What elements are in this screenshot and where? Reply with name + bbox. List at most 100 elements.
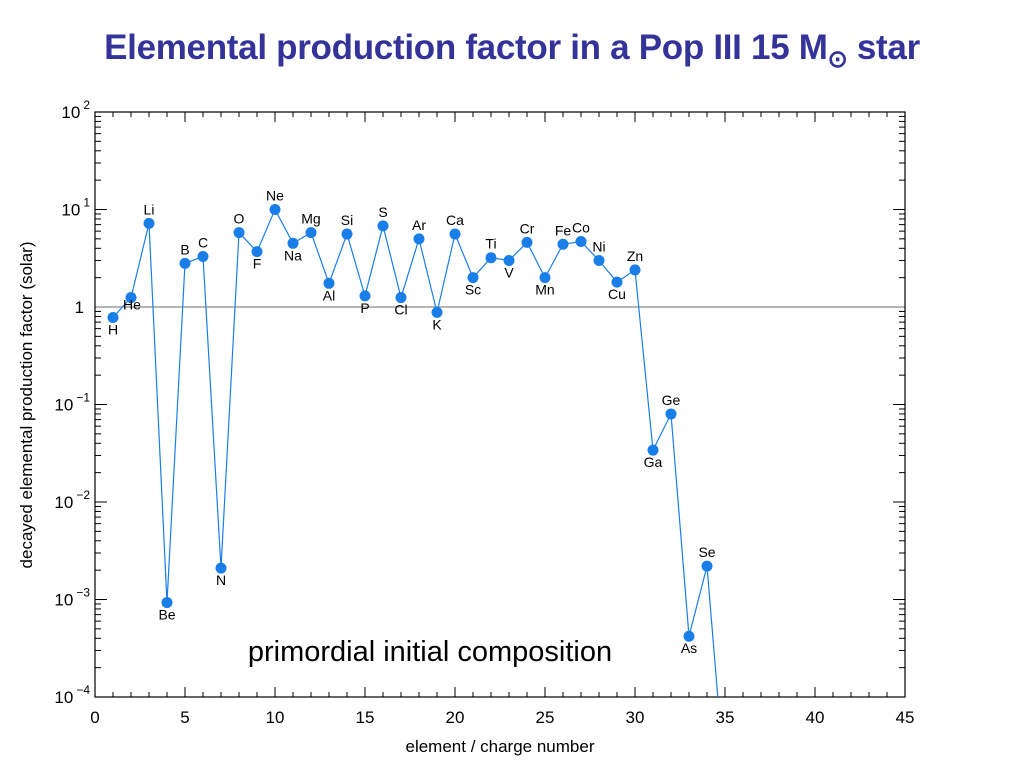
- x-tick-label: 10: [266, 708, 285, 727]
- point-label-cu: Cu: [608, 286, 626, 302]
- point-label-na: Na: [284, 247, 302, 263]
- y-tick-labels: 10 −4 10 −3 10 −2 10 −1 1 10 1 10 2: [54, 98, 90, 707]
- point-label-co: Co: [572, 219, 590, 235]
- x-tick-label: 25: [536, 708, 555, 727]
- point-label-zn: Zn: [627, 248, 643, 264]
- series-line: [112, 208, 719, 698]
- data-point-cr: [521, 236, 533, 248]
- data-point-h: [107, 312, 119, 324]
- data-point-cl: [395, 292, 407, 304]
- data-point-mn: [539, 272, 551, 284]
- point-label-n: N: [216, 572, 226, 588]
- point-label-h: H: [108, 322, 118, 338]
- data-point-f: [251, 246, 263, 258]
- point-label-ge: Ge: [662, 392, 681, 408]
- data-point-s: [377, 220, 389, 232]
- title-sun-symbol: ⊙: [827, 46, 848, 73]
- point-label-he: He: [123, 297, 141, 313]
- point-label-p: P: [360, 300, 369, 316]
- data-point-co: [575, 235, 587, 247]
- point-label-ar: Ar: [412, 217, 426, 233]
- x-axis-label: element / charge number: [406, 737, 595, 756]
- data-point-ti: [485, 252, 497, 264]
- point-label-o: O: [234, 211, 245, 227]
- data-point-n: [215, 562, 227, 574]
- title-main: Elemental production factor in a Pop III…: [104, 28, 828, 67]
- data-point-mg: [305, 227, 317, 239]
- data-point-ni: [593, 254, 605, 266]
- data-point-ge: [665, 408, 677, 420]
- point-label-k: K: [432, 316, 442, 332]
- point-label-cl: Cl: [394, 302, 407, 318]
- data-point-zn: [629, 264, 641, 276]
- data-point-ar: [413, 233, 425, 245]
- data-point-p: [359, 290, 371, 302]
- slide-title: Elemental production factor in a Pop III…: [0, 28, 1024, 73]
- point-label-mg: Mg: [301, 211, 320, 227]
- point-label-cr: Cr: [520, 220, 535, 236]
- title-suffix: star: [847, 28, 920, 67]
- data-point-fe: [557, 238, 569, 250]
- y-tick-label: 10 −1: [54, 391, 90, 415]
- point-label-ga: Ga: [644, 454, 663, 470]
- data-point-c: [197, 250, 209, 262]
- data-point-be: [161, 597, 173, 609]
- point-label-se: Se: [698, 544, 715, 560]
- data-points: [107, 204, 713, 642]
- point-label-as: As: [681, 640, 697, 656]
- point-label-li: Li: [144, 201, 155, 217]
- point-label-ni: Ni: [592, 238, 605, 254]
- x-tick-labels: 0 5 10 15 20 25 30 35 40 45: [90, 708, 914, 727]
- point-label-b: B: [180, 241, 189, 257]
- x-tick-label: 20: [446, 708, 465, 727]
- point-label-be: Be: [158, 607, 175, 623]
- y-tick-label: 10 1: [61, 196, 90, 220]
- annotation-primordial: primordial initial composition: [248, 636, 612, 668]
- point-label-ca: Ca: [446, 212, 464, 228]
- data-point-he: [125, 292, 137, 304]
- x-tick-label: 15: [356, 708, 375, 727]
- point-label-ne: Ne: [266, 188, 284, 204]
- x-tick-label: 0: [90, 708, 99, 727]
- data-point-na: [287, 237, 299, 249]
- x-tick-label: 5: [180, 708, 189, 727]
- y-tick-label: 1: [75, 298, 84, 317]
- point-label-sc: Sc: [465, 282, 481, 298]
- x-tick-label: 35: [716, 708, 735, 727]
- point-label-fe: Fe: [555, 222, 572, 238]
- point-label-f: F: [253, 256, 262, 272]
- data-point-cu: [611, 276, 623, 288]
- data-point-al: [323, 277, 335, 289]
- point-label-c: C: [198, 234, 208, 250]
- data-point-v: [503, 254, 515, 266]
- data-point-ca: [449, 228, 461, 240]
- point-label-ti: Ti: [485, 236, 496, 252]
- data-point-as: [683, 630, 695, 642]
- data-point-ga: [647, 444, 659, 456]
- y-tick-label: 10 −3: [54, 586, 90, 610]
- data-point-si: [341, 228, 353, 240]
- data-point-o: [233, 227, 245, 239]
- data-point-k: [431, 306, 443, 318]
- y-axis-label: decayed elemental production factor (sol…: [17, 242, 36, 569]
- point-labels: H He Li Be B C N O F Ne Na Mg Al Si P S Cl Ar K Ca Sc Ti V Cr Mn…: [108, 188, 716, 657]
- data-point-se: [701, 560, 713, 572]
- axis-ticks: [94, 111, 906, 698]
- point-label-si: Si: [341, 212, 353, 228]
- data-point-sc: [467, 272, 479, 284]
- x-tick-label: 45: [896, 708, 915, 727]
- y-tick-label: 10 −4: [54, 683, 90, 707]
- point-label-v: V: [504, 264, 514, 280]
- data-point-li: [143, 217, 155, 229]
- point-label-s: S: [378, 204, 387, 220]
- data-point-b: [179, 257, 191, 269]
- x-tick-label: 30: [626, 708, 645, 727]
- x-tick-label: 40: [806, 708, 825, 727]
- data-point-ne: [269, 204, 281, 215]
- plot-frame: [94, 111, 906, 698]
- point-label-al: Al: [323, 287, 335, 303]
- y-tick-label: 10 2: [61, 98, 90, 122]
- y-tick-label: 10 −2: [54, 488, 90, 512]
- point-label-mn: Mn: [535, 282, 554, 298]
